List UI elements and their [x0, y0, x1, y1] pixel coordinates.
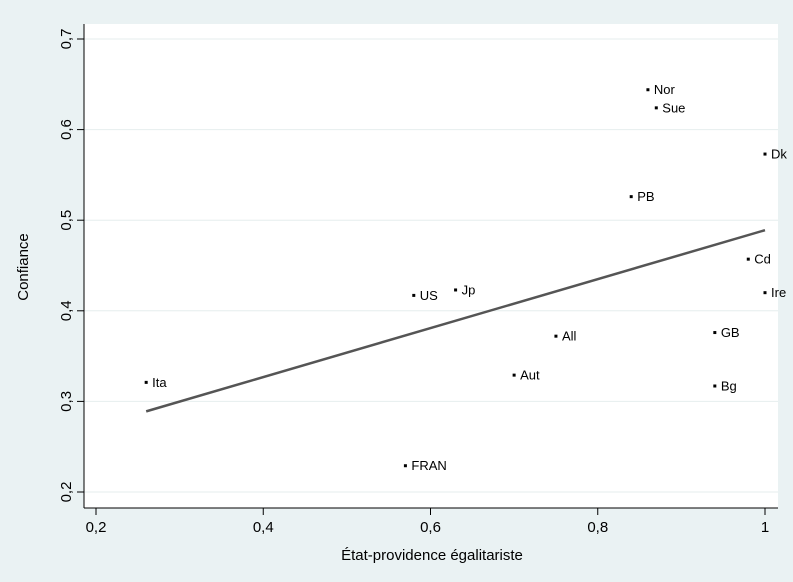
data-point-label: Jp — [462, 282, 476, 297]
data-point-marker — [646, 88, 650, 92]
y-tick-label: 0,6 — [58, 119, 75, 140]
x-axis-title: État-providence égalitariste — [341, 547, 523, 564]
axes: 0,2 0,3 0,4 0,5 0,6 0,7 0,2 0,4 0,6 0,8 1 — [58, 24, 778, 536]
data-point-label: Ita — [152, 375, 167, 390]
fit-line-group — [145, 228, 766, 413]
data-point-marker — [454, 288, 458, 292]
x-tick-label: 1 — [761, 519, 769, 536]
y-tick-label: 0,2 — [58, 482, 75, 503]
x-tick-label: 0,6 — [420, 519, 441, 536]
data-point-marker — [144, 380, 148, 384]
data-point-label: US — [420, 288, 438, 303]
data-point-label: Ire — [771, 285, 786, 300]
data-point-label: Cd — [754, 252, 771, 267]
plot-area — [84, 24, 778, 508]
y-tick-label: 0,4 — [58, 300, 75, 321]
data-point-label: Aut — [520, 368, 540, 383]
data-point-marker — [713, 384, 717, 388]
data-point-marker — [654, 106, 658, 110]
data-point-marker — [629, 195, 633, 199]
data-point-marker — [713, 331, 717, 335]
x-tick-label: 0,4 — [253, 519, 274, 536]
y-tick-label: 0,3 — [58, 391, 75, 412]
x-tick-label: 0,2 — [86, 519, 107, 536]
data-point-label: All — [562, 329, 577, 344]
data-point-label: Sue — [662, 100, 685, 115]
data-point-marker — [554, 334, 558, 338]
data-point-label: Nor — [654, 82, 676, 97]
grid-lines — [84, 38, 778, 493]
data-point-marker — [403, 464, 407, 468]
data-point-marker — [746, 257, 750, 261]
data-points: Ita FRAN US Jp Aut All PB Nor Sue GB Bg Cd Dk Ire — [144, 82, 787, 473]
data-point-label: PB — [637, 189, 654, 204]
data-point-marker — [412, 293, 416, 297]
data-point-marker — [512, 373, 516, 377]
data-point-label: Bg — [721, 378, 737, 393]
data-point-label: Dk — [771, 147, 787, 162]
data-point-marker — [763, 152, 767, 156]
y-tick-label: 0,7 — [58, 29, 75, 50]
y-axis-title: Confiance — [15, 233, 32, 301]
y-tick-label: 0,5 — [58, 210, 75, 231]
data-point-label: GB — [721, 325, 740, 340]
data-point-label: FRAN — [411, 458, 446, 473]
data-point-marker — [763, 291, 767, 295]
x-tick-label: 0,8 — [587, 519, 608, 536]
fit-line — [145, 228, 766, 413]
